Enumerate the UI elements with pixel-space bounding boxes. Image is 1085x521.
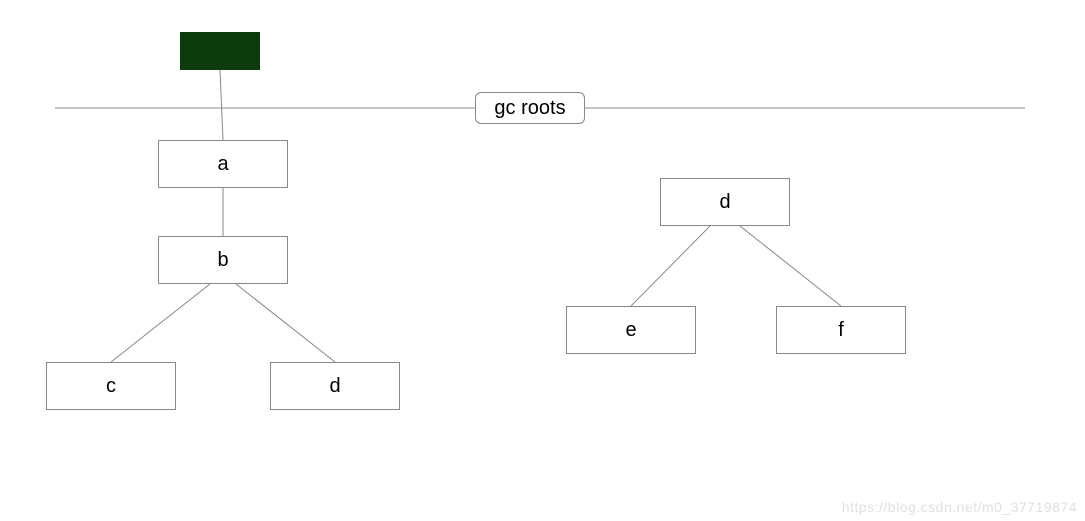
- watermark: https://blog.csdn.net/m0_37719874: [842, 499, 1077, 515]
- node-e: e: [566, 306, 696, 354]
- node-e-label: e: [625, 319, 636, 342]
- root-node: [180, 32, 260, 70]
- gc-roots-label: gc roots: [475, 92, 585, 124]
- node-d1-label: d: [329, 375, 340, 398]
- gc-roots-text: gc roots: [494, 97, 565, 120]
- node-a-label: a: [217, 153, 228, 176]
- node-b: b: [158, 236, 288, 284]
- node-b-label: b: [217, 249, 228, 272]
- node-d2-label: d: [719, 191, 730, 214]
- node-f: f: [776, 306, 906, 354]
- node-c: c: [46, 362, 176, 410]
- node-c-label: c: [106, 375, 116, 398]
- node-a: a: [158, 140, 288, 188]
- node-f-label: f: [838, 319, 844, 342]
- node-d2: d: [660, 178, 790, 226]
- node-d1: d: [270, 362, 400, 410]
